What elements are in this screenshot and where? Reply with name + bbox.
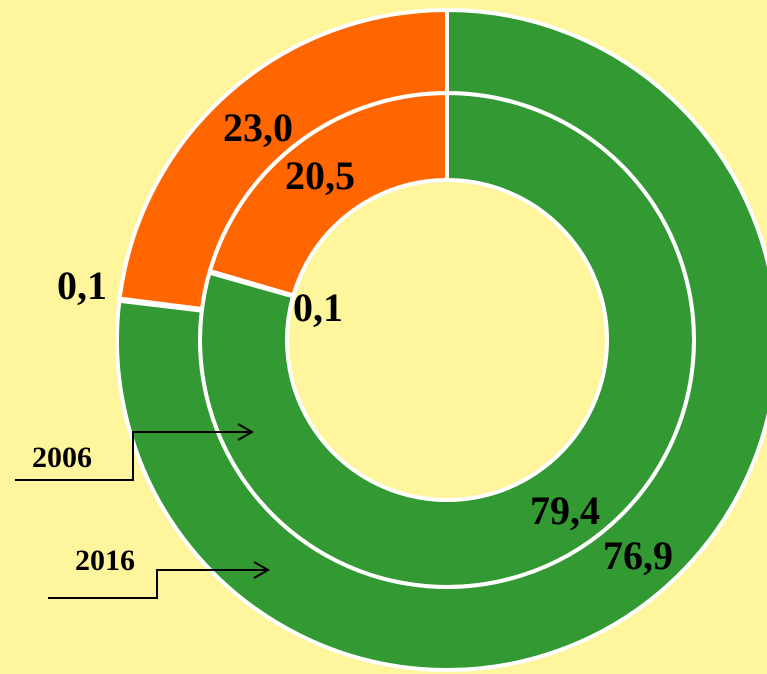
- data-label: 76,9: [603, 533, 673, 578]
- arrow-head: [237, 423, 255, 441]
- series-name: 2016: [75, 544, 135, 577]
- pointer-2006: [15, 431, 252, 481]
- data-label: 0,1: [293, 285, 343, 330]
- series-pointers: [15, 423, 271, 599]
- data-label: 23,0: [223, 105, 293, 150]
- data-label: 20,5: [285, 153, 355, 198]
- data-label: 79,4: [530, 488, 600, 533]
- rings: [115, 7, 767, 672]
- data-label: 0,1: [57, 263, 107, 308]
- pointer-2016: [48, 569, 268, 599]
- series-name: 2006: [32, 441, 92, 474]
- donut-segment: [115, 7, 767, 672]
- arrow-head: [253, 561, 271, 579]
- donut-segment: [117, 7, 449, 312]
